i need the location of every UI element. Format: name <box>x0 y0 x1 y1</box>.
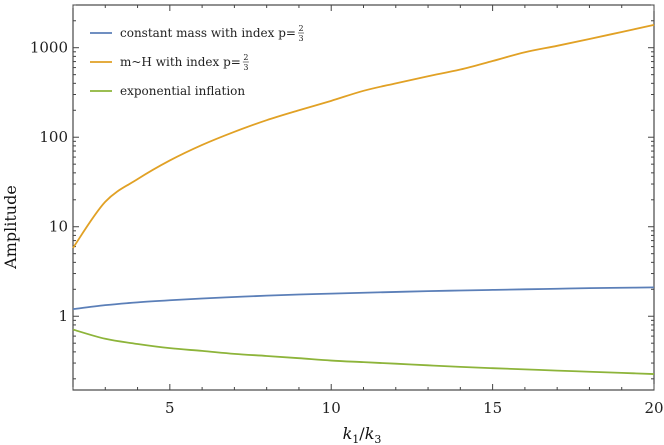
x-title-k3: k <box>365 424 375 443</box>
legend-frac-num-1: 2 <box>298 24 303 33</box>
y-tick-label: 10 <box>49 218 68 236</box>
x-tick-label: 10 <box>322 399 341 417</box>
legend-frac-num-2: 2 <box>243 53 248 62</box>
y-tick-label: 100 <box>39 128 68 146</box>
x-title-k1: k <box>343 424 353 443</box>
y-axis-title: Amplitude <box>1 185 20 270</box>
y-axis-ticks: 1 10 100 1000 <box>30 4 654 380</box>
x-axis-title: k1/k3 <box>343 424 382 445</box>
legend-label-3: exponential inflation <box>120 84 245 98</box>
legend: constant mass with index p= 23m~H with in… <box>90 24 304 98</box>
legend-label-2: m~H with index p= <box>120 55 241 69</box>
series-line-3 <box>72 328 655 375</box>
legend-frac-den-2: 3 <box>243 63 248 72</box>
x-axis-ticks: 5 10 15 20 <box>72 5 664 417</box>
y-tick-label: 1000 <box>30 39 68 57</box>
series-line-2 <box>72 23 655 249</box>
legend-label-1: constant mass with index p= <box>120 26 296 40</box>
series-line-1 <box>72 286 655 311</box>
x-tick-label: 5 <box>165 399 175 417</box>
x-tick-label: 15 <box>483 399 502 417</box>
series-lines <box>72 23 655 375</box>
x-title-slash: / <box>359 424 365 443</box>
y-tick-label: 1 <box>58 307 68 325</box>
x-tick-label: 20 <box>644 399 663 417</box>
x-title-sub3: 3 <box>374 433 381 445</box>
legend-frac-den-1: 3 <box>298 34 303 43</box>
x-title-sub1: 1 <box>352 433 359 445</box>
